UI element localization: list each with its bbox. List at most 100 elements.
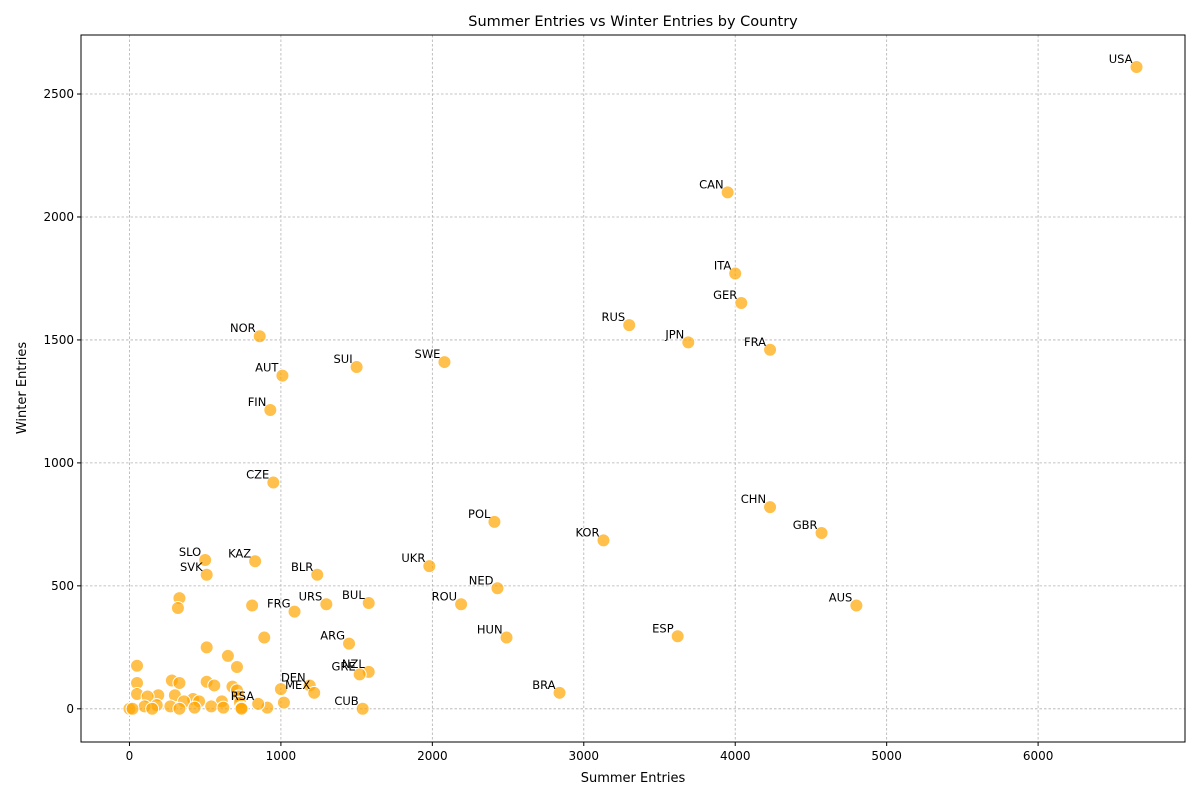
point-label: NZL bbox=[342, 657, 365, 671]
point-label: AUS bbox=[829, 591, 853, 605]
point-label: GBR bbox=[793, 518, 818, 532]
data-point bbox=[596, 533, 611, 548]
data-point bbox=[145, 701, 160, 716]
point-label: CZE bbox=[246, 468, 269, 482]
data-point bbox=[763, 500, 778, 515]
point-label: BUL bbox=[342, 588, 365, 602]
x-tick-label: 2000 bbox=[417, 749, 448, 763]
x-tick-label: 0 bbox=[126, 749, 134, 763]
data-point bbox=[220, 648, 235, 663]
data-point bbox=[234, 701, 249, 716]
point-labels: USA CAN ITA GER RUS JPN FRA NOR SUI SWE AUT FIN CZE C… bbox=[179, 52, 1133, 708]
point-label: JPN bbox=[664, 327, 684, 341]
y-tick-label: 1500 bbox=[43, 333, 74, 347]
data-point bbox=[499, 630, 514, 645]
data-point bbox=[681, 335, 696, 350]
data-point bbox=[170, 600, 185, 615]
x-tick-label: 6000 bbox=[1023, 749, 1054, 763]
data-point bbox=[125, 701, 140, 716]
data-point bbox=[263, 403, 278, 418]
point-label: KAZ bbox=[228, 546, 251, 560]
point-label: RUS bbox=[601, 310, 625, 324]
plot-frame bbox=[80, 34, 1186, 743]
point-label: UKR bbox=[401, 551, 425, 565]
data-point bbox=[216, 700, 231, 715]
data-point bbox=[172, 701, 187, 716]
data-point bbox=[287, 604, 302, 619]
data-point bbox=[276, 695, 291, 710]
point-label: FIN bbox=[248, 395, 267, 409]
data-point bbox=[198, 553, 213, 568]
point-label: RSA bbox=[231, 689, 255, 703]
data-point bbox=[734, 296, 749, 311]
data-point bbox=[199, 640, 214, 655]
grid-lines bbox=[81, 35, 1185, 742]
x-axis-label: Summer Entries bbox=[581, 771, 686, 786]
data-point bbox=[251, 696, 266, 711]
point-label: CUB bbox=[334, 694, 358, 708]
point-label: BRA bbox=[532, 678, 555, 692]
point-label: MEX bbox=[285, 678, 310, 692]
data-point bbox=[763, 342, 778, 357]
point-label: FRA bbox=[744, 335, 766, 349]
point-label: HUN bbox=[477, 622, 503, 636]
point-label: URS bbox=[299, 589, 323, 603]
point-label: NOR bbox=[230, 321, 256, 335]
data-point bbox=[552, 685, 567, 700]
data-point bbox=[422, 559, 437, 574]
data-point bbox=[130, 658, 145, 673]
data-point bbox=[187, 700, 202, 715]
data-point bbox=[248, 554, 263, 569]
x-tick-label: 4000 bbox=[720, 749, 751, 763]
data-point bbox=[622, 318, 637, 333]
point-label: BLR bbox=[291, 560, 313, 574]
data-point bbox=[849, 598, 864, 613]
data-point bbox=[310, 567, 325, 582]
data-point bbox=[355, 701, 370, 716]
data-point bbox=[207, 678, 222, 693]
point-label: FRG bbox=[267, 597, 291, 611]
data-point bbox=[204, 699, 219, 714]
point-label: ITA bbox=[714, 259, 732, 273]
point-label: DEN bbox=[281, 670, 306, 684]
data-point bbox=[487, 514, 502, 529]
data-point bbox=[319, 597, 334, 612]
y-axis-ticks: 0 500 1000 1500 2000 2500 bbox=[43, 87, 81, 716]
data-point bbox=[252, 329, 267, 344]
x-tick-label: 1000 bbox=[266, 749, 297, 763]
data-point bbox=[670, 629, 685, 644]
y-tick-label: 0 bbox=[66, 702, 74, 716]
data-point bbox=[307, 685, 322, 700]
data-point bbox=[172, 675, 187, 690]
data-point bbox=[728, 266, 743, 281]
data-point bbox=[1129, 59, 1144, 74]
point-label: ESP bbox=[652, 621, 674, 635]
data-point bbox=[352, 667, 367, 682]
y-tick-label: 1000 bbox=[43, 456, 74, 470]
point-label: GER bbox=[713, 288, 737, 302]
point-label: SWE bbox=[415, 347, 441, 361]
point-label: KOR bbox=[576, 525, 600, 539]
point-label: ROU bbox=[432, 589, 457, 603]
point-label: SUI bbox=[334, 352, 353, 366]
point-label: SLO bbox=[179, 545, 201, 559]
point-label: CHN bbox=[741, 492, 766, 506]
data-point bbox=[266, 475, 281, 490]
data-point bbox=[342, 636, 357, 651]
data-point bbox=[490, 581, 505, 596]
y-tick-label: 500 bbox=[51, 579, 74, 593]
data-point bbox=[437, 355, 452, 370]
data-point bbox=[275, 368, 290, 383]
point-label: AUT bbox=[255, 361, 279, 375]
x-tick-label: 3000 bbox=[569, 749, 600, 763]
data-point bbox=[273, 682, 288, 697]
data-point bbox=[814, 525, 829, 540]
y-axis-label: Winter Entries bbox=[15, 342, 30, 434]
point-label: ARG bbox=[320, 629, 345, 643]
y-tick-label: 2500 bbox=[43, 87, 74, 101]
point-label: POL bbox=[468, 507, 491, 521]
data-point bbox=[361, 596, 376, 611]
data-point bbox=[199, 567, 214, 582]
data-point bbox=[454, 597, 469, 612]
